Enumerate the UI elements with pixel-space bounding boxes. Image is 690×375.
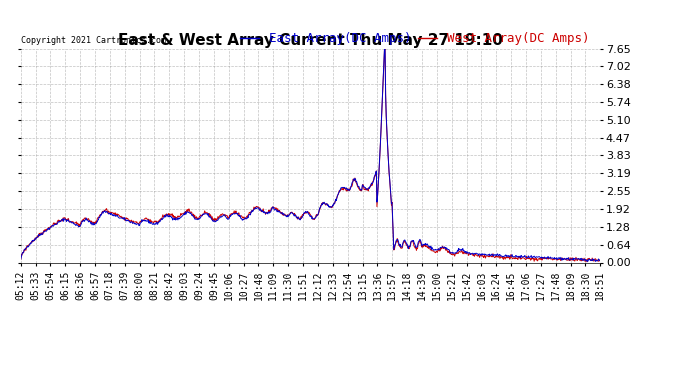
Text: Copyright 2021 Cartronics.com: Copyright 2021 Cartronics.com xyxy=(21,36,166,45)
Legend: East Array(DC Amps), West Array(DC Amps): East Array(DC Amps), West Array(DC Amps) xyxy=(235,27,594,50)
Title: East & West Array Current Thu May 27 19:10: East & West Array Current Thu May 27 19:… xyxy=(118,33,503,48)
